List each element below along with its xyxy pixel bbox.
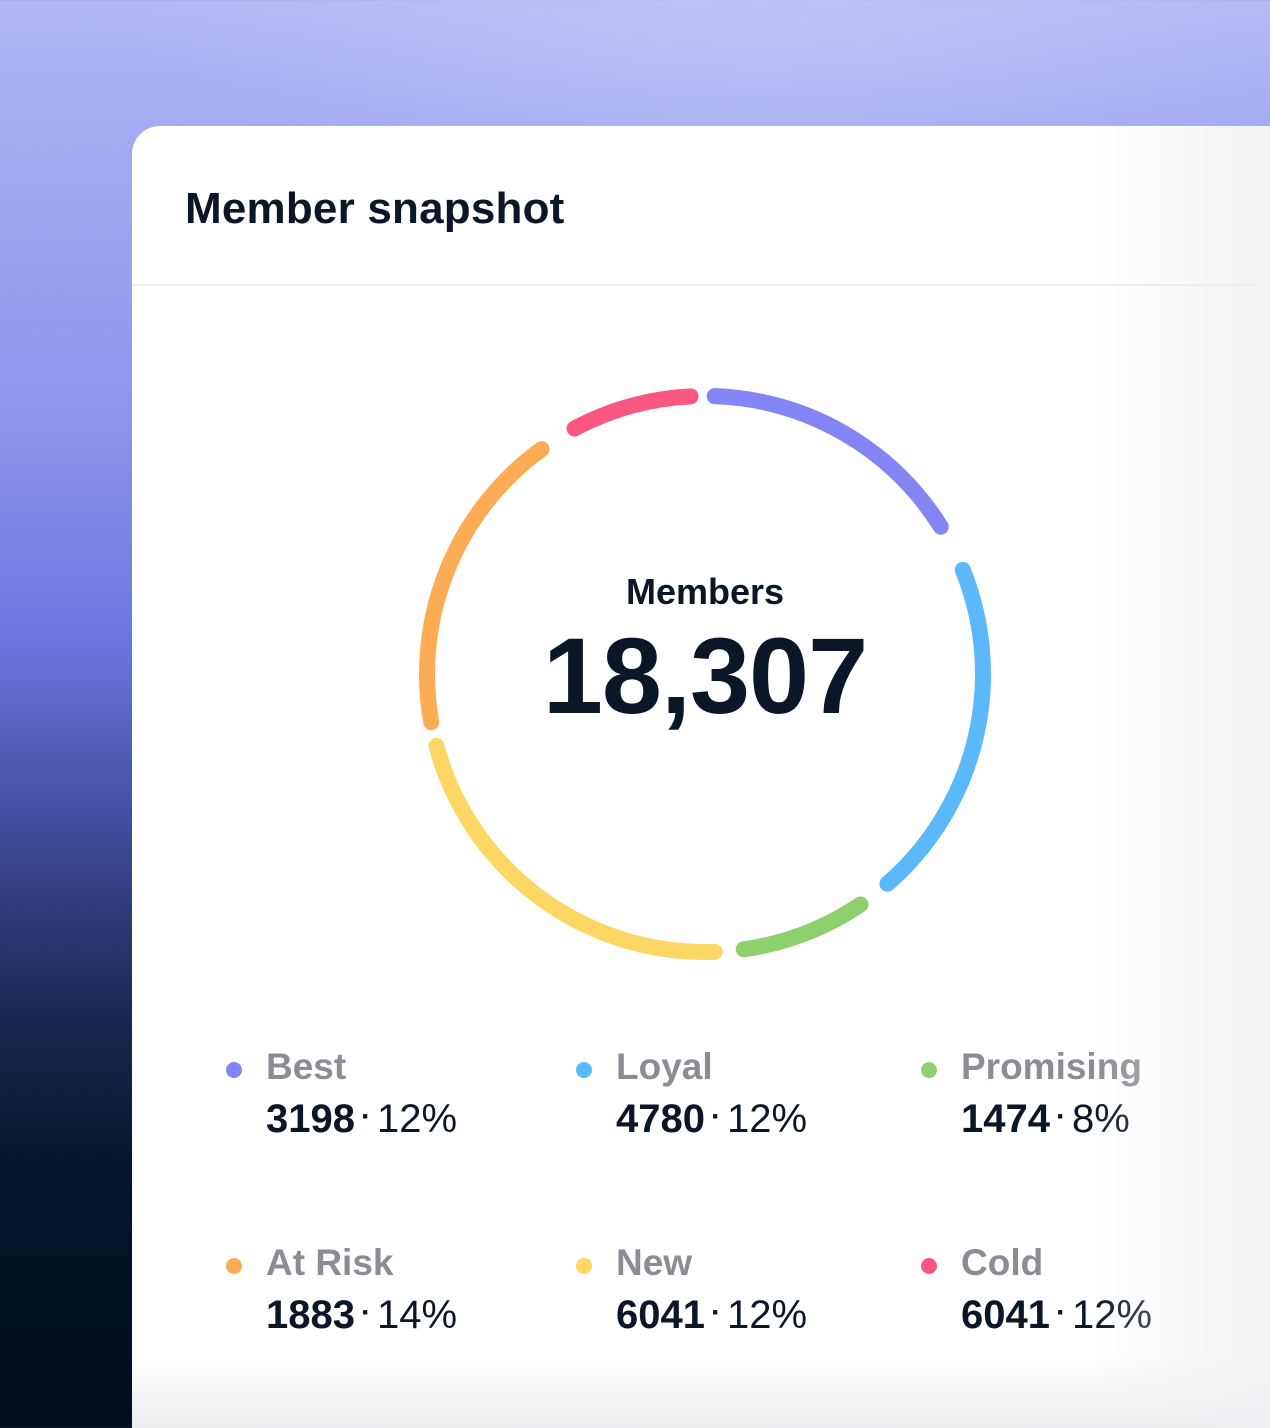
legend-label: Loyal <box>616 1046 713 1087</box>
dot-icon <box>921 1062 937 1078</box>
legend-count: 1474 <box>961 1097 1050 1141</box>
separator: · <box>710 1100 721 1133</box>
donut-center: Members 18,307 <box>400 369 1010 979</box>
legend-item-cold[interactable]: Cold 6041 · 12% <box>915 1240 1235 1342</box>
legend-percent: 12% <box>1071 1293 1153 1337</box>
legend-label: At Risk <box>266 1242 394 1283</box>
card-header: Member snapshot <box>132 126 1256 286</box>
legend: Best 3198 · 12% Loyal 4780 · 12% Promising 1… <box>220 1044 1240 1342</box>
legend-item-loyal[interactable]: Loyal 4780 · 12% <box>570 1044 915 1146</box>
arc-promising[interactable] <box>735 896 869 958</box>
legend-stats: 4780 · 12% <box>616 1090 915 1146</box>
arc-best[interactable] <box>706 388 949 535</box>
legend-count: 3198 <box>266 1097 355 1141</box>
dot-icon <box>576 1062 592 1078</box>
legend-percent: 8% <box>1071 1097 1130 1141</box>
card-bottom-fade <box>132 1356 1270 1428</box>
legend-item-promising[interactable]: Promising 1474 · 8% <box>915 1044 1235 1146</box>
arc-loyal[interactable] <box>879 561 991 892</box>
dot-icon <box>226 1258 242 1274</box>
legend-count: 1883 <box>266 1293 355 1337</box>
legend-item-new[interactable]: New 6041 · 12% <box>570 1240 915 1342</box>
member-snapshot-card: Member snapshot Members 18,307 Best 3198… <box>132 126 1270 1428</box>
legend-stats: 6041 · 12% <box>616 1286 915 1342</box>
legend-percent: 12% <box>376 1097 458 1141</box>
dot-icon <box>576 1258 592 1274</box>
legend-label: Cold <box>961 1242 1044 1283</box>
arc-at-risk[interactable] <box>419 441 550 731</box>
legend-percent: 12% <box>726 1293 808 1337</box>
arc-cold[interactable] <box>566 388 699 437</box>
legend-label: Promising <box>961 1046 1142 1087</box>
separator: · <box>1055 1296 1066 1329</box>
dot-icon <box>226 1062 242 1078</box>
legend-label: New <box>616 1242 693 1283</box>
donut-chart: Members 18,307 <box>400 369 1010 979</box>
arc-new[interactable] <box>428 737 723 960</box>
card-title: Member snapshot <box>185 184 565 233</box>
legend-percent: 14% <box>376 1293 458 1337</box>
separator: · <box>360 1100 371 1133</box>
legend-label: Best <box>266 1046 347 1087</box>
legend-stats: 1883 · 14% <box>266 1286 570 1342</box>
legend-count: 6041 <box>616 1293 705 1337</box>
total-members-value: 18,307 <box>542 615 868 737</box>
legend-stats: 6041 · 12% <box>961 1286 1235 1342</box>
separator: · <box>710 1296 721 1329</box>
legend-percent: 12% <box>726 1097 808 1141</box>
separator: · <box>1055 1100 1066 1133</box>
legend-item-at-risk[interactable]: At Risk 1883 · 14% <box>220 1240 570 1342</box>
legend-count: 4780 <box>616 1097 705 1141</box>
legend-stats: 3198 · 12% <box>266 1090 570 1146</box>
legend-item-best[interactable]: Best 3198 · 12% <box>220 1044 570 1146</box>
donut-ring <box>419 388 991 960</box>
legend-count: 6041 <box>961 1293 1050 1337</box>
legend-stats: 1474 · 8% <box>961 1090 1235 1146</box>
separator: · <box>360 1296 371 1329</box>
center-label: Members <box>625 571 785 613</box>
dot-icon <box>921 1258 937 1274</box>
